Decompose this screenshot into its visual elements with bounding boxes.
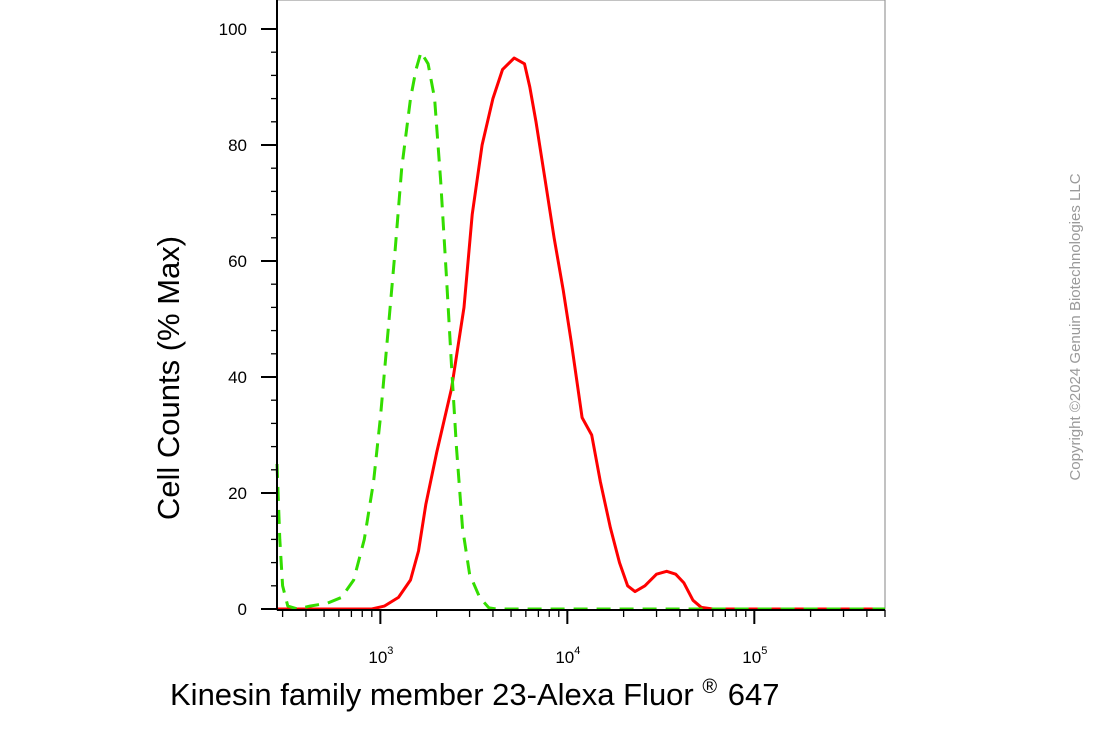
x-tick-label-base: 10 — [742, 648, 761, 667]
series-line-1 — [277, 56, 885, 611]
x-tick-label-exponent: 3 — [387, 645, 393, 657]
series-line-2 — [275, 50, 885, 611]
x-tick-label: 105 — [742, 645, 767, 667]
y-tick-label: 40 — [228, 368, 247, 387]
y-tick-label: 80 — [228, 136, 247, 155]
y-tick-label: 100 — [219, 20, 247, 39]
y-axis-label: Cell Counts (% Max) — [151, 236, 186, 520]
y-axis: 0 20 40 60 80 100 — [219, 0, 278, 619]
y-tick-label: 0 — [238, 600, 247, 619]
x-tick-label-exponent: 5 — [761, 645, 767, 657]
x-axis-label-registered: ® — [702, 676, 717, 698]
x-axis-label-main: Kinesin family member 23-Alexa Fluor — [170, 677, 694, 712]
x-axis: 103 104 105 — [277, 609, 886, 667]
x-tick-label-exponent: 4 — [574, 645, 580, 657]
copyright-notice: Copyright ©2024 Genuin Biotechnologies L… — [1067, 173, 1084, 480]
x-axis-label: Kinesin family member 23-Alexa Fluor ® 6… — [170, 665, 779, 712]
series-layer — [275, 50, 885, 611]
y-tick-label: 60 — [228, 252, 247, 271]
x-tick-label-base: 10 — [368, 648, 387, 667]
x-tick-label-base: 10 — [555, 648, 574, 667]
x-axis-label-tail: 647 — [728, 677, 780, 712]
y-tick-label: 20 — [228, 484, 247, 503]
x-tick-label: 104 — [555, 645, 580, 667]
x-tick-label: 103 — [368, 645, 393, 667]
